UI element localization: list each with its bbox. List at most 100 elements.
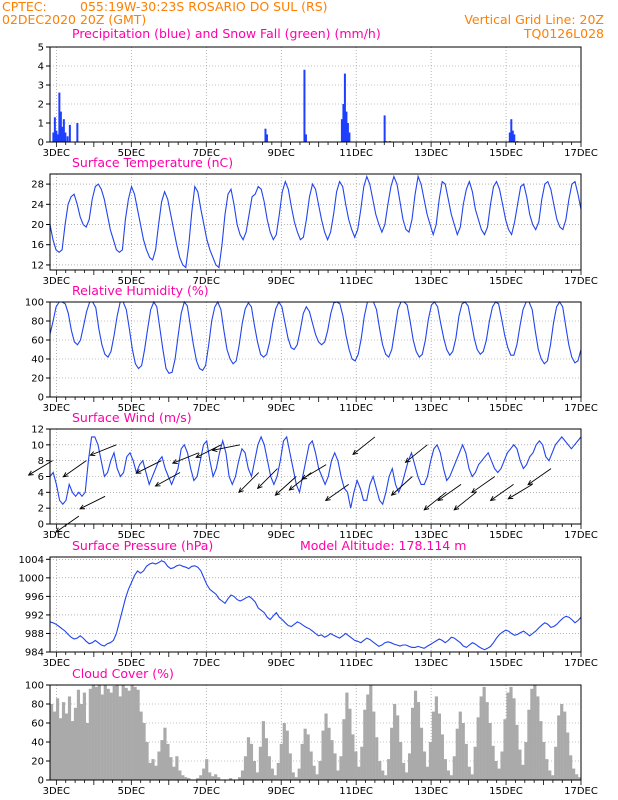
humidity-ytick-label: 60 bbox=[31, 336, 44, 347]
precip-bar bbox=[304, 134, 307, 142]
humidity-xtick-label: 3DEC bbox=[43, 403, 70, 414]
cloud-bar bbox=[578, 777, 582, 780]
wind-xtick-label: 9DEC bbox=[268, 530, 295, 541]
cloud-bar bbox=[270, 768, 274, 780]
cloud-bar bbox=[151, 759, 155, 780]
cloud-bar bbox=[443, 759, 447, 780]
pressure-xtick-label: 7DEC bbox=[193, 658, 220, 669]
header-date: 02DEC2020 20Z (GMT) bbox=[2, 12, 146, 27]
cloud-bar bbox=[294, 777, 298, 780]
precip-bar bbox=[345, 111, 348, 142]
humidity-xtick-label: 7DEC bbox=[193, 403, 220, 414]
wind-arrowhead bbox=[79, 504, 86, 510]
header-location: 055:19W-30:23S ROSARIO DO SUL (RS) bbox=[80, 0, 328, 14]
wind-arrowhead bbox=[288, 485, 295, 491]
cloud-bar bbox=[169, 757, 173, 780]
cloud-frame bbox=[49, 684, 582, 781]
cloud-bar bbox=[464, 743, 468, 780]
cloud-bar bbox=[485, 702, 489, 780]
cloud-xtick-label: 15DEC bbox=[489, 786, 523, 797]
cloud-ytick-label: 60 bbox=[31, 719, 44, 730]
cloud-bar bbox=[569, 755, 573, 780]
wind-ytick-label: 6 bbox=[38, 472, 44, 483]
cloud-bar bbox=[369, 685, 373, 780]
cloud-bar bbox=[402, 762, 406, 780]
pressure-xtick-label: 3DEC bbox=[43, 658, 70, 669]
cloud-bar bbox=[488, 723, 492, 780]
cloud-bar bbox=[199, 775, 203, 780]
cloud-bar bbox=[217, 777, 221, 780]
wind-arrowhead bbox=[527, 480, 534, 486]
cloud-bar bbox=[70, 721, 75, 780]
cloud-bar bbox=[205, 759, 209, 780]
cloud-bar bbox=[124, 687, 128, 780]
cloud-bar bbox=[518, 749, 522, 780]
wind-arrow bbox=[212, 444, 241, 451]
cloud-bar bbox=[348, 708, 352, 780]
wind-xtick-label: 17DEC bbox=[564, 530, 598, 541]
pressure-xtick-label: 9DEC bbox=[268, 658, 295, 669]
cloud-bar bbox=[100, 694, 104, 780]
cloud-bar bbox=[309, 751, 313, 780]
wind-ytick-label: 0 bbox=[38, 520, 44, 531]
wind-arrowhead bbox=[437, 495, 444, 502]
humidity-xtick-label: 15DEC bbox=[489, 403, 523, 414]
cloud-bar bbox=[566, 732, 570, 780]
cloud-ytick-label: 0 bbox=[38, 776, 44, 787]
precip-xtick-label: 13DEC bbox=[414, 148, 448, 159]
cloud-bar bbox=[357, 766, 361, 780]
temperature-xtick-label: 3DEC bbox=[43, 276, 70, 287]
wind-arrowhead bbox=[471, 487, 477, 494]
wind-xtick-label: 7DEC bbox=[193, 530, 220, 541]
pressure-ytick-label: 988 bbox=[25, 629, 44, 640]
cloud-bar bbox=[363, 709, 367, 780]
cloud-bar bbox=[515, 724, 519, 780]
cloud-bar bbox=[399, 742, 403, 780]
cloud-bar bbox=[214, 774, 218, 780]
cloud-ytick-label: 40 bbox=[31, 738, 44, 749]
cloud-bar bbox=[243, 756, 248, 780]
cloud-ytick-label: 80 bbox=[31, 700, 44, 711]
cloud-bar bbox=[106, 688, 110, 780]
wind-panel-title: Surface Wind (m/s) bbox=[72, 410, 192, 425]
cloud-bar bbox=[61, 702, 66, 780]
temperature-xtick-label: 17DEC bbox=[564, 276, 598, 287]
humidity-ytick-label: 40 bbox=[31, 355, 44, 366]
cloud-xtick-label: 3DEC bbox=[43, 786, 70, 797]
cloud-bar bbox=[521, 764, 525, 780]
cloud-bar bbox=[279, 743, 283, 780]
header-cptec: CPTEC: bbox=[2, 0, 47, 14]
humidity-ytick-label: 0 bbox=[38, 393, 44, 404]
precip-bar bbox=[55, 130, 58, 142]
precip-ytick-label: 3 bbox=[38, 81, 44, 92]
cloud-bar bbox=[52, 711, 57, 780]
wind-arrow bbox=[527, 468, 552, 486]
pressure-line bbox=[49, 560, 582, 651]
humidity-xtick-label: 11DEC bbox=[339, 403, 373, 414]
wind-xtick-label: 11DEC bbox=[339, 530, 373, 541]
precip-bar bbox=[58, 92, 61, 142]
cloud-bar bbox=[396, 715, 400, 780]
cloud-bar bbox=[118, 696, 122, 780]
wind-xtick-label: 3DEC bbox=[43, 530, 70, 541]
cloud-bar bbox=[318, 761, 322, 780]
precip-ytick-label: 5 bbox=[38, 43, 44, 54]
humidity-xtick-label: 17DEC bbox=[564, 403, 598, 414]
cloud-bar bbox=[551, 775, 555, 780]
cloud-bar bbox=[378, 761, 382, 780]
cloud-bar bbox=[440, 734, 444, 780]
wind-arrowhead bbox=[135, 468, 142, 474]
wind-arrowhead bbox=[352, 449, 359, 456]
wind-arrow bbox=[453, 491, 477, 511]
pressure-ytick-label: 1000 bbox=[19, 573, 44, 584]
precip-bar bbox=[265, 134, 268, 142]
precip-bar bbox=[53, 117, 56, 142]
wind-ytick-label: 12 bbox=[31, 425, 44, 436]
cloud-bar bbox=[112, 685, 116, 780]
precip-bar bbox=[56, 134, 59, 142]
cloud-bar bbox=[109, 692, 113, 780]
precip-xtick-label: 15DEC bbox=[489, 148, 523, 159]
cloud-bar bbox=[160, 740, 164, 780]
cloud-bar bbox=[419, 727, 424, 780]
